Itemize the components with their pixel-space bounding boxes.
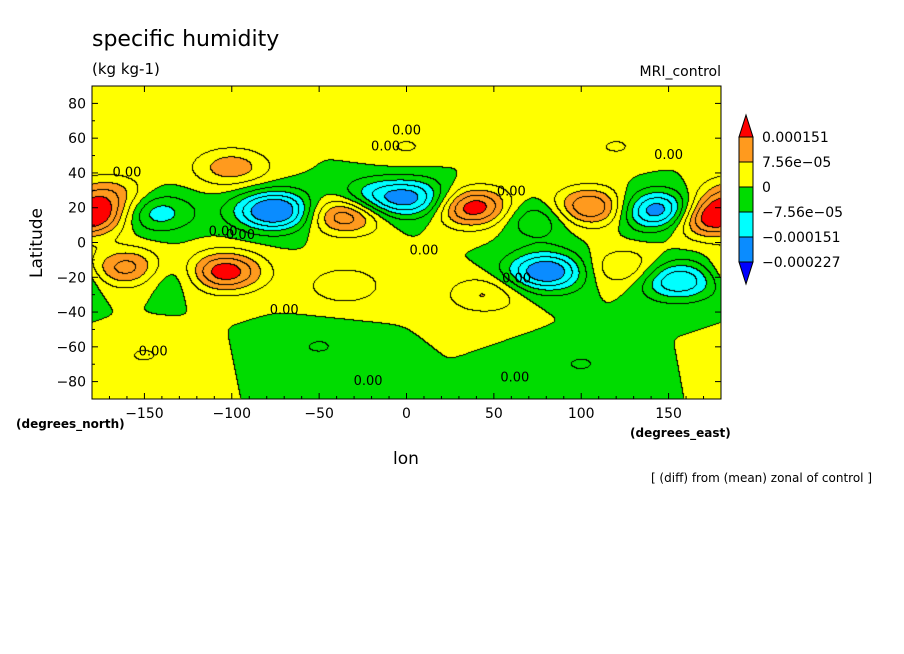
x-axis: −150 −100 −50 0 50 100 150 (108, 86, 705, 422)
colorbar-level-label: 7.56e−05 (762, 155, 831, 171)
y-tick-label: 20 (68, 201, 86, 217)
colorbar-level-label: −7.56e−05 (762, 205, 843, 221)
x-tick-label: 100 (568, 406, 595, 422)
contour-label: 0.00 (139, 345, 168, 360)
y-tick-label: −80 (56, 375, 86, 391)
contour-label: 0.00 (654, 148, 683, 163)
y-unit-label: (degrees_north) (16, 417, 125, 432)
colorbar-segment (738, 136, 754, 163)
x-axis-label: lon (393, 449, 419, 469)
run-label: MRI_control (640, 64, 721, 80)
colorbar-level-label: −0.000151 (762, 230, 841, 246)
contour-label: 0.00 (500, 371, 529, 386)
contour-label: 0.00 (502, 271, 531, 286)
colorbar-level-label: −0.000227 (762, 255, 841, 271)
x-tick-label: 150 (655, 406, 682, 422)
x-tick-label: 50 (485, 406, 503, 422)
contour-label: 0.00 (270, 303, 299, 318)
contour-label: 0.00 (409, 244, 438, 259)
y-tick-label: 80 (68, 96, 86, 112)
y-tick-label: 60 (68, 131, 86, 147)
y-tick-label: 0 (77, 236, 86, 252)
colorbar-level-label: 0.000151 (762, 130, 829, 146)
x-tick-label: 0 (402, 406, 411, 422)
y-tick-label: 40 (68, 166, 86, 182)
chart-units: (kg kg-1) (92, 60, 160, 78)
contour-label: 0.00 (354, 374, 383, 389)
contour-labels-group: 0.000.000.000.000.000.000.000.000.000.00… (112, 124, 683, 389)
y-axis-label: Latitude (27, 208, 47, 278)
colorbar: 0.000151 7.56e−05 0 −7.56e−05 −0.000151 −0.00… (738, 113, 843, 286)
x-tick-label: −50 (304, 406, 334, 422)
plot-area: 0.000.000.000.000.000.000.000.000.000.00… (91, 85, 722, 400)
contour-label: 0.00 (112, 165, 141, 180)
contour-field (92, 86, 721, 399)
contour-label: 0.00 (497, 185, 526, 200)
y-axis: 80 60 40 20 0 −20 −40 −60 −80 (56, 85, 721, 400)
colorbar-segment (738, 186, 754, 213)
colorbar-segment (738, 161, 754, 188)
chart-title: specific humidity (92, 27, 279, 52)
colorbar-segment (738, 236, 754, 263)
contour-label: 0.00 (226, 228, 255, 243)
x-tick-label: −150 (125, 406, 163, 422)
contour-label: 0.00 (371, 139, 400, 154)
x-tick-label: −100 (213, 406, 251, 422)
colorbar-extend-bottom (738, 261, 754, 286)
y-tick-label: −40 (56, 305, 86, 321)
colorbar-level-label: 0 (762, 180, 771, 196)
contour-label: 0.00 (209, 225, 238, 240)
footnote: [ (diff) from (mean) zonal of control ] (651, 471, 872, 485)
colorbar-extend-top (738, 113, 754, 138)
contour-label: 0.00 (392, 124, 421, 139)
y-tick-label: −20 (56, 270, 86, 286)
y-tick-label: −60 (56, 340, 86, 356)
colorbar-segment (738, 211, 754, 238)
x-unit-label: (degrees_east) (630, 426, 731, 441)
